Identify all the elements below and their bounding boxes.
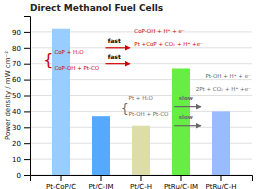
- annotation: Pt-OH + Pt-CO: [129, 111, 169, 117]
- x-tick-mark: [181, 175, 182, 181]
- x-tick-label: Pt-CoP/C: [46, 183, 76, 189]
- y-axis: 0 10 20 30 40 50 60 70 80 90: [12, 17, 30, 180]
- y-tick-mark: [24, 175, 30, 176]
- annotation-arrow: [174, 125, 201, 126]
- x-tick-label: PtRu/C-JM: [164, 183, 198, 189]
- x-tick: PtRu/C-H: [206, 175, 237, 189]
- x-tick-mark: [101, 175, 102, 181]
- y-tick: 50: [12, 92, 30, 100]
- y-tick-mark: [24, 80, 30, 81]
- bars: [52, 29, 230, 175]
- annotation: CoP-OH + Pt-CO: [54, 65, 99, 71]
- annotation: CoP-OH + H⁺ + e⁻: [134, 28, 185, 34]
- y-tick-label: 30: [12, 124, 21, 132]
- y-tick: 40: [12, 108, 30, 116]
- annotation: 2Pt + CO₂ + H⁺ +e⁻: [196, 86, 251, 92]
- y-tick-mark: [24, 127, 30, 128]
- plot: 0 10 20 30 40 50 60 70 80 90 Pt-CoP/C Pt/C-JM Pt/C-H…: [12, 17, 252, 189]
- annotation: slow: [179, 95, 193, 101]
- title: Direct Methanol Fuel Cells: [30, 3, 163, 13]
- x-tick: Pt/C-H: [130, 175, 152, 189]
- x-tick: Pt/C-JM: [88, 175, 113, 189]
- y-tick-mark: [24, 143, 30, 144]
- annotation: fast: [108, 53, 121, 60]
- x-tick-mark: [61, 175, 62, 181]
- bar: [172, 68, 190, 175]
- y-tick-label: 80: [12, 45, 21, 53]
- y-tick-mark: [24, 48, 30, 49]
- y-tick-label: 50: [12, 92, 21, 100]
- y-tick-label: 0: [17, 172, 21, 180]
- y-tick-label: 60: [12, 76, 21, 84]
- x-tick-label: Pt/C-JM: [88, 183, 113, 189]
- annotation: fast: [108, 37, 121, 44]
- y-tick: 80: [12, 45, 30, 53]
- x-tick: Pt-CoP/C: [46, 175, 76, 189]
- x-tick-mark: [221, 175, 222, 181]
- annotation-arrow: [105, 47, 129, 48]
- y-tick-label: 70: [12, 60, 21, 68]
- y-tick-mark: [24, 96, 30, 97]
- annotations: {CoP + H₂OCoP-OH + Pt-COfastfastCoP-OH +…: [43, 28, 251, 125]
- y-tick: 0: [17, 172, 30, 180]
- y-tick: 70: [12, 60, 30, 68]
- chart: 0 10 20 30 40 50 60 70 80 90 Pt-CoP/C Pt/C-JM Pt/C-H…: [0, 0, 258, 189]
- x-tick-label: Pt/C-H: [130, 183, 152, 189]
- y-tick-label: 40: [12, 108, 21, 116]
- y-tick-mark: [24, 64, 30, 65]
- x-tick-mark: [141, 175, 142, 181]
- y-tick: 60: [12, 76, 30, 84]
- bar: [132, 126, 150, 175]
- annotation-arrow: [105, 63, 129, 64]
- annotation: slow: [179, 114, 193, 120]
- y-tick-mark: [24, 111, 30, 112]
- y-tick: 10: [12, 156, 30, 164]
- y-tick-mark: [24, 32, 30, 33]
- x-axis: Pt-CoP/C Pt/C-JM Pt/C-H PtRu/C-JM PtRu/C-H: [31, 175, 253, 189]
- y-axis-title: Power density / mW cm⁻²: [4, 51, 12, 140]
- annotation: Pt-OH + H⁺ + e⁻: [205, 73, 251, 79]
- y-tick-label: 90: [12, 29, 21, 37]
- y-tick: 90: [12, 29, 30, 37]
- annotation: {: [121, 102, 129, 116]
- x-tick-label: PtRu/C-H: [206, 183, 237, 189]
- annotation-arrow: [174, 106, 201, 107]
- annotation: CoP + H₂O: [54, 49, 84, 55]
- x-axis-line: [31, 176, 253, 182]
- bar: [92, 116, 110, 175]
- y-tick: 20: [12, 140, 30, 148]
- y-tick-mark: [24, 159, 30, 160]
- y-axis-line: [24, 17, 31, 176]
- annotation: Pt + H₂O: [129, 95, 154, 101]
- annotation: {: [43, 50, 53, 69]
- y-tick-label: 10: [12, 156, 21, 164]
- y-tick: 30: [12, 124, 30, 132]
- y-tick-label: 20: [12, 140, 21, 148]
- annotation: Pt +CoP + CO₂ + H⁺ +e⁻: [134, 41, 203, 47]
- bar: [212, 111, 230, 175]
- x-tick: PtRu/C-JM: [164, 175, 198, 189]
